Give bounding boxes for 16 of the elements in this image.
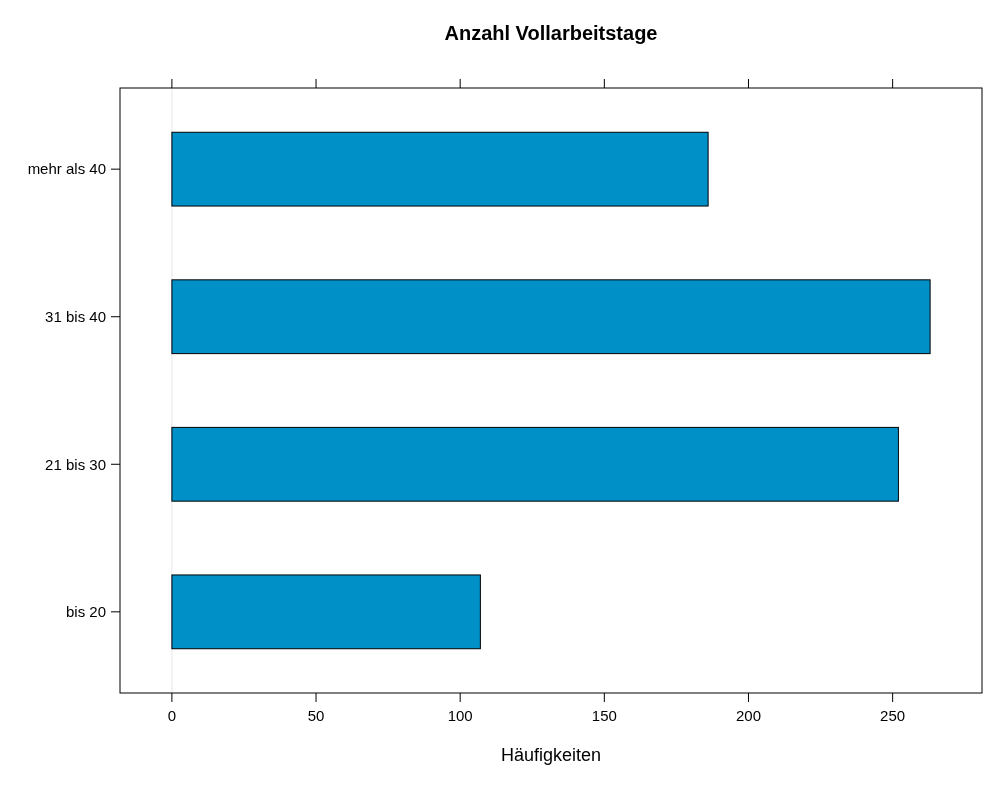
- x-tick-label: 0: [167, 707, 177, 724]
- x-axis-title: Häufigkeiten: [500, 745, 602, 765]
- x-tick-label: 50: [307, 707, 325, 724]
- y-tick-label: 21 bis 30: [45, 455, 106, 473]
- chart-title: Anzahl Vollarbeitstage: [444, 22, 658, 44]
- bar: [171, 279, 931, 355]
- y-tick-label: 31 bis 40: [45, 307, 106, 325]
- x-tick-label: 200: [735, 707, 761, 724]
- y-tick-label: mehr als 40: [27, 160, 106, 178]
- x-tick-label: 150: [591, 707, 617, 724]
- x-tick-label: 100: [447, 707, 473, 724]
- bar: [171, 131, 709, 207]
- x-tick-label: 250: [880, 707, 906, 724]
- bar: [171, 426, 899, 502]
- y-tick-label: bis 20: [65, 603, 106, 621]
- bar: [171, 574, 481, 650]
